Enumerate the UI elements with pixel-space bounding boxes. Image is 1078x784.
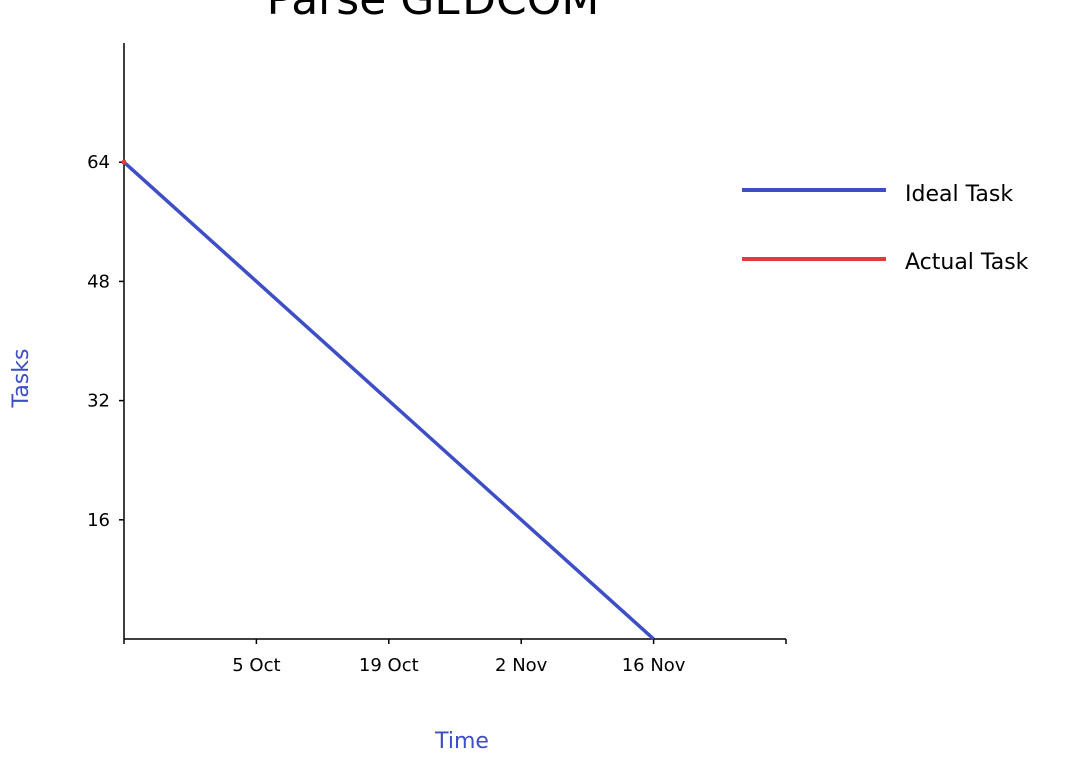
legend-label-actual-task: Actual Task <box>905 250 1029 275</box>
x-tick-label: 19 Oct <box>359 655 419 676</box>
y-tick-label: 64 <box>87 152 110 173</box>
series-point-actual-task <box>121 159 127 165</box>
y-ticks: 16 32 48 64 <box>87 152 124 531</box>
x-tick-label: 5 Oct <box>232 655 280 676</box>
series-line-ideal-task <box>122 160 655 641</box>
x-tick-label: 16 Nov <box>622 655 686 676</box>
axes <box>123 43 786 640</box>
y-tick-label: 32 <box>87 391 110 412</box>
y-tick-label: 16 <box>87 510 110 531</box>
legend: Ideal Task Actual Task <box>742 182 1029 275</box>
legend-label-ideal-task: Ideal Task <box>905 182 1013 207</box>
x-ticks: 5 Oct 19 Oct 2 Nov 16 Nov <box>123 639 787 676</box>
y-tick-label: 48 <box>87 271 110 292</box>
chart-title: Parse GEDCOM <box>267 0 600 25</box>
x-axis-label: Time <box>434 729 489 754</box>
y-axis-label: Tasks <box>9 349 34 409</box>
series-layer <box>121 159 655 641</box>
x-tick-label: 2 Nov <box>495 655 548 676</box>
